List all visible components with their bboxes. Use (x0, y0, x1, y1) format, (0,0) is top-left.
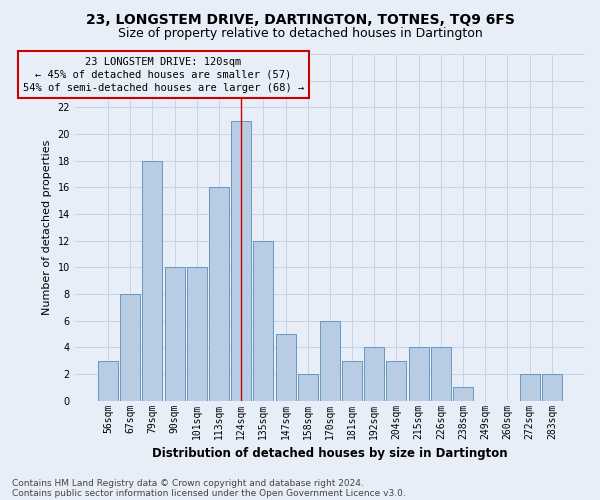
Bar (209, 188, 229, 400)
Bar (320, 320, 340, 400)
Text: 23 LONGSTEM DRIVE: 120sqm
← 45% of detached houses are smaller (57)
54% of semi-: 23 LONGSTEM DRIVE: 120sqm ← 45% of detac… (23, 56, 304, 93)
Bar (298, 374, 318, 400)
Bar (164, 268, 185, 400)
Bar (453, 388, 473, 400)
Bar (431, 348, 451, 401)
Bar (253, 240, 274, 400)
Text: Contains HM Land Registry data © Crown copyright and database right 2024.: Contains HM Land Registry data © Crown c… (12, 478, 364, 488)
Text: Size of property relative to detached houses in Dartington: Size of property relative to detached ho… (118, 28, 482, 40)
Bar (275, 334, 296, 400)
Bar (409, 348, 428, 401)
Bar (542, 374, 562, 400)
Bar (120, 294, 140, 401)
Bar (98, 360, 118, 401)
Bar (187, 268, 207, 400)
Bar (386, 360, 406, 401)
Bar (520, 374, 539, 400)
Bar (364, 348, 384, 401)
Bar (342, 360, 362, 401)
Y-axis label: Number of detached properties: Number of detached properties (42, 140, 52, 315)
Bar (142, 160, 163, 400)
Text: Contains public sector information licensed under the Open Government Licence v3: Contains public sector information licen… (12, 488, 406, 498)
Bar (231, 120, 251, 400)
X-axis label: Distribution of detached houses by size in Dartington: Distribution of detached houses by size … (152, 447, 508, 460)
Text: 23, LONGSTEM DRIVE, DARTINGTON, TOTNES, TQ9 6FS: 23, LONGSTEM DRIVE, DARTINGTON, TOTNES, … (86, 12, 514, 26)
